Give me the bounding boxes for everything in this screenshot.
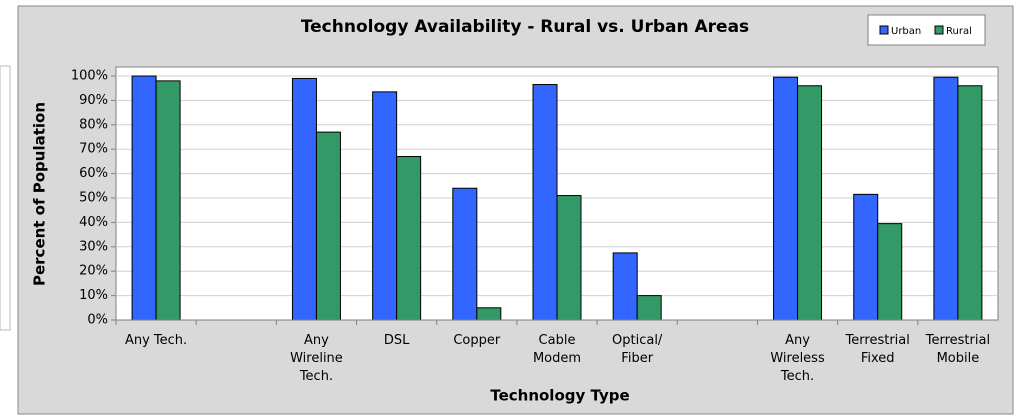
bar bbox=[452, 187, 478, 321]
bar bbox=[315, 131, 341, 321]
bar bbox=[396, 156, 422, 321]
bar bbox=[476, 307, 502, 321]
x-tick-label: Optical/Fiber bbox=[612, 333, 663, 366]
side-panel bbox=[0, 65, 11, 331]
bar bbox=[372, 91, 398, 321]
y-tick-label: 60% bbox=[79, 166, 108, 181]
y-tick-label: 0% bbox=[87, 313, 108, 328]
x-tick-label: Any Wireline Tech. bbox=[290, 333, 343, 384]
chart-title: Technology Availability - Rural vs. Urba… bbox=[301, 17, 749, 37]
y-tick-label: 100% bbox=[71, 69, 108, 84]
bar bbox=[957, 85, 983, 321]
y-tick-label: 90% bbox=[79, 93, 108, 108]
x-tick-label: Terrestrial Mobile bbox=[925, 333, 990, 366]
x-axis-title: Technology Type bbox=[490, 387, 629, 405]
y-tick-label: 80% bbox=[79, 117, 108, 132]
y-tick-label: 10% bbox=[79, 288, 108, 303]
bar bbox=[155, 80, 181, 321]
y-tick-label: 30% bbox=[79, 239, 108, 254]
bar bbox=[797, 85, 823, 321]
bar bbox=[131, 75, 157, 321]
bar bbox=[773, 76, 799, 321]
bar bbox=[933, 76, 959, 321]
bar bbox=[636, 295, 662, 321]
y-axis-title: Percent of Population bbox=[31, 102, 49, 286]
x-tick-label: Copper bbox=[453, 333, 501, 348]
x-tick-label: Cable Modem bbox=[533, 333, 581, 366]
x-tick-label: Terrestrial Fixed bbox=[845, 333, 910, 366]
y-tick-label: 70% bbox=[79, 142, 108, 157]
bar bbox=[291, 77, 317, 321]
y-tick-label: 20% bbox=[79, 264, 108, 279]
y-tick-label: 50% bbox=[79, 191, 108, 206]
bar bbox=[877, 223, 903, 321]
x-tick-label: Any Wireless Tech. bbox=[770, 333, 825, 384]
bar bbox=[853, 193, 879, 321]
bar bbox=[556, 195, 582, 321]
legend-label: Rural bbox=[946, 26, 972, 37]
legend-swatch bbox=[879, 25, 889, 35]
legend-label: Urban bbox=[891, 26, 921, 37]
x-tick-label: Any Tech. bbox=[125, 333, 187, 348]
bar bbox=[612, 252, 638, 321]
bar bbox=[532, 84, 558, 321]
y-tick-label: 40% bbox=[79, 215, 108, 230]
legend-swatch bbox=[934, 25, 944, 35]
x-tick-label: DSL bbox=[384, 333, 410, 348]
